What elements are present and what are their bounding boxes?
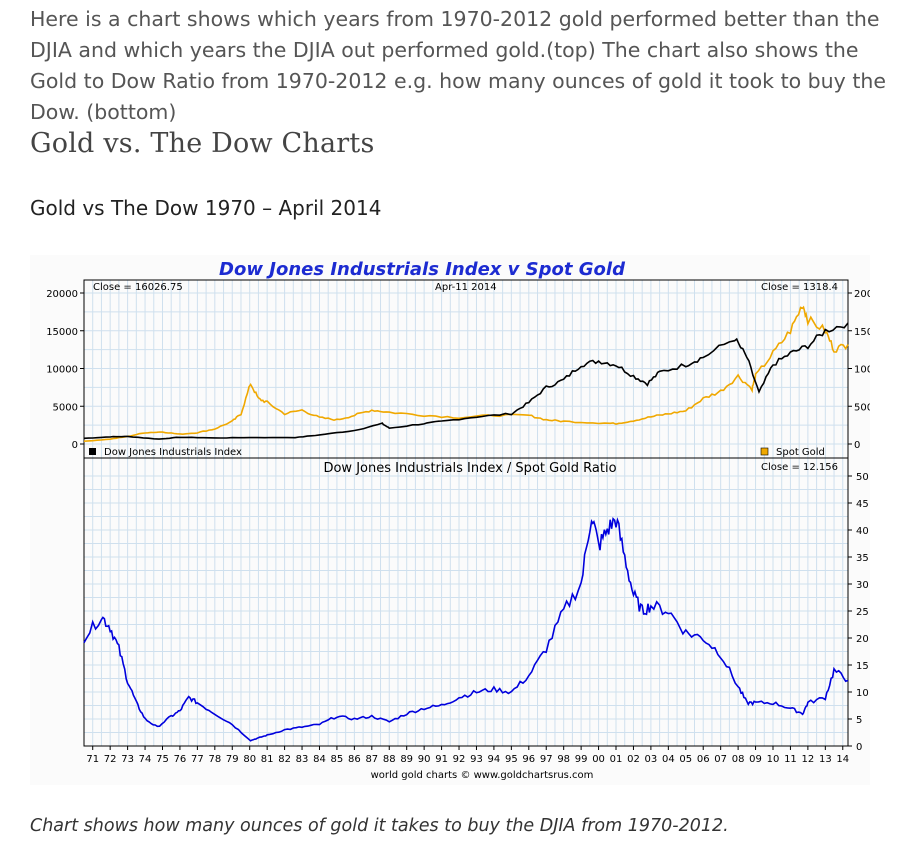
ratio-axis-tick-label: 0 (856, 742, 862, 753)
dow-legend-swatch (89, 448, 96, 455)
section-heading: Gold vs. The Dow Charts (30, 128, 375, 159)
chart-subheading: Gold vs The Dow 1970 – April 2014 (30, 196, 382, 220)
x-axis-tick-label: 87 (365, 754, 378, 765)
x-axis-tick-label: 97 (540, 754, 553, 765)
right-axis-tick-label: 500 (854, 402, 870, 413)
x-axis-tick-label: 95 (505, 754, 518, 765)
x-axis-tick-label: 81 (261, 754, 274, 765)
x-axis-tick-label: 77 (191, 754, 204, 765)
dow-legend-label: Dow Jones Industrials Index (104, 447, 242, 458)
gold-legend-label: Spot Gold (776, 447, 825, 458)
gold-legend-swatch (760, 447, 769, 456)
x-axis-tick-label: 78 (208, 754, 221, 765)
x-axis-tick-label: 12 (802, 754, 815, 765)
ratio-close-label: Close = 12.156 (761, 462, 838, 473)
x-axis-tick-label: 00 (592, 754, 605, 765)
ratio-axis-tick-label: 15 (856, 661, 869, 672)
x-axis-tick-label: 89 (400, 754, 413, 765)
x-axis-tick-label: 85 (331, 754, 344, 765)
ratio-axis-tick-label: 40 (856, 526, 869, 537)
ratio-axis-tick-label: 50 (856, 472, 869, 483)
ratio-axis-tick-label: 45 (856, 499, 869, 510)
x-axis-tick-label: 07 (714, 754, 727, 765)
x-axis-tick-label: 02 (627, 754, 640, 765)
x-axis-tick-label: 82 (278, 754, 291, 765)
x-axis-tick-label: 91 (435, 754, 448, 765)
ratio-series-line (83, 516, 849, 742)
ratio-title: Dow Jones Industrials Index / Spot Gold … (323, 461, 616, 476)
source-label: world gold charts © www.goldchartsrus.co… (371, 770, 594, 781)
chart-figure: Dow Jones Industrials Index v Spot Gold … (30, 255, 879, 785)
x-axis-tick-label: 79 (226, 754, 239, 765)
x-axis-tick-label: 84 (313, 754, 326, 765)
date-label: Apr-11 2014 (435, 282, 497, 293)
x-axis-tick-label: 98 (557, 754, 570, 765)
right-axis-tick-label: 1500 (854, 327, 870, 338)
left-axis-tick-label: 10000 (46, 365, 78, 376)
x-axis-tick-label: 96 (522, 754, 535, 765)
x-axis-tick-label: 88 (383, 754, 396, 765)
bottom-panel-frame (83, 457, 849, 747)
x-axis-tick-label: 86 (348, 754, 361, 765)
top-right-axis: 0 500 1000 1500 2000 (848, 289, 879, 451)
ratio-axis-tick-label: 30 (856, 580, 869, 591)
x-axis-tick-label: 03 (645, 754, 658, 765)
x-axis-tick-label: 73 (121, 754, 134, 765)
left-axis-tick-label: 15000 (46, 327, 78, 338)
bottom-panel-grid (84, 458, 848, 747)
x-axis-tick-label: 04 (662, 754, 675, 765)
x-axis-tick-label: 14 (836, 754, 849, 765)
gold-close-label: Close = 1318.4 (761, 282, 838, 293)
x-axis-tick-label: 71 (86, 754, 99, 765)
dow-series-line (83, 322, 849, 440)
left-axis-tick-label: 0 (72, 440, 78, 451)
x-axis-tick-label: 72 (104, 754, 117, 765)
x-axis-tick-label: 90 (418, 754, 431, 765)
x-axis-tick-label: 94 (488, 754, 501, 765)
ratio-axis-tick-label: 35 (856, 553, 869, 564)
x-axis-tick-label: 75 (156, 754, 169, 765)
x-axis-tick-label: 80 (243, 754, 256, 765)
x-axis-tick-label: 11 (784, 754, 797, 765)
ratio-axis-tick-label: 5 (856, 715, 862, 726)
x-axis-tick-label: 08 (732, 754, 745, 765)
x-axis-tick-label: 09 (749, 754, 762, 765)
ratio-axis-tick-label: 10 (856, 688, 869, 699)
x-axis-tick-label: 99 (575, 754, 588, 765)
x-axis-tick-label: 10 (767, 754, 780, 765)
bottom-right-axis: 0 5 10 15 20 25 30 35 40 45 50 (848, 472, 869, 753)
dow-gold-chart: Dow Jones Industrials Index v Spot Gold … (30, 255, 879, 785)
left-axis-tick-label: 5000 (53, 402, 78, 413)
right-axis-tick-label: 0 (854, 440, 860, 451)
intro-paragraph: Here is a chart shows which years from 1… (30, 7, 886, 124)
right-axis-tick-label: 1000 (854, 365, 870, 376)
x-axis-tick-label: 01 (610, 754, 623, 765)
x-axis-tick-label: 74 (139, 754, 152, 765)
right-axis-tick-label: 2000 (854, 289, 870, 300)
x-axis-tick-label: 93 (470, 754, 483, 765)
x-axis-tick-label: 92 (453, 754, 466, 765)
dow-close-label: Close = 16026.75 (93, 282, 183, 293)
x-axis-tick-label: 05 (679, 754, 692, 765)
x-axis-tick-label: 76 (174, 754, 187, 765)
chart-caption: Chart shows how many ounces of gold it t… (30, 816, 729, 836)
x-axis: 71 72 73 74 75 76 77 78 79 80 81 82 83 84 85 86 87 88 89 90… (86, 746, 849, 765)
x-axis-tick-label: 13 (819, 754, 832, 765)
chart-title: Dow Jones Industrials Index v Spot Gold (219, 259, 626, 280)
x-axis-tick-label: 83 (296, 754, 309, 765)
ratio-axis-tick-label: 20 (856, 634, 869, 645)
x-axis-tick-label: 06 (697, 754, 710, 765)
top-left-axis: 0 5000 10000 15000 20000 (46, 289, 84, 451)
ratio-axis-tick-label: 25 (856, 607, 869, 618)
left-axis-tick-label: 20000 (46, 289, 78, 300)
